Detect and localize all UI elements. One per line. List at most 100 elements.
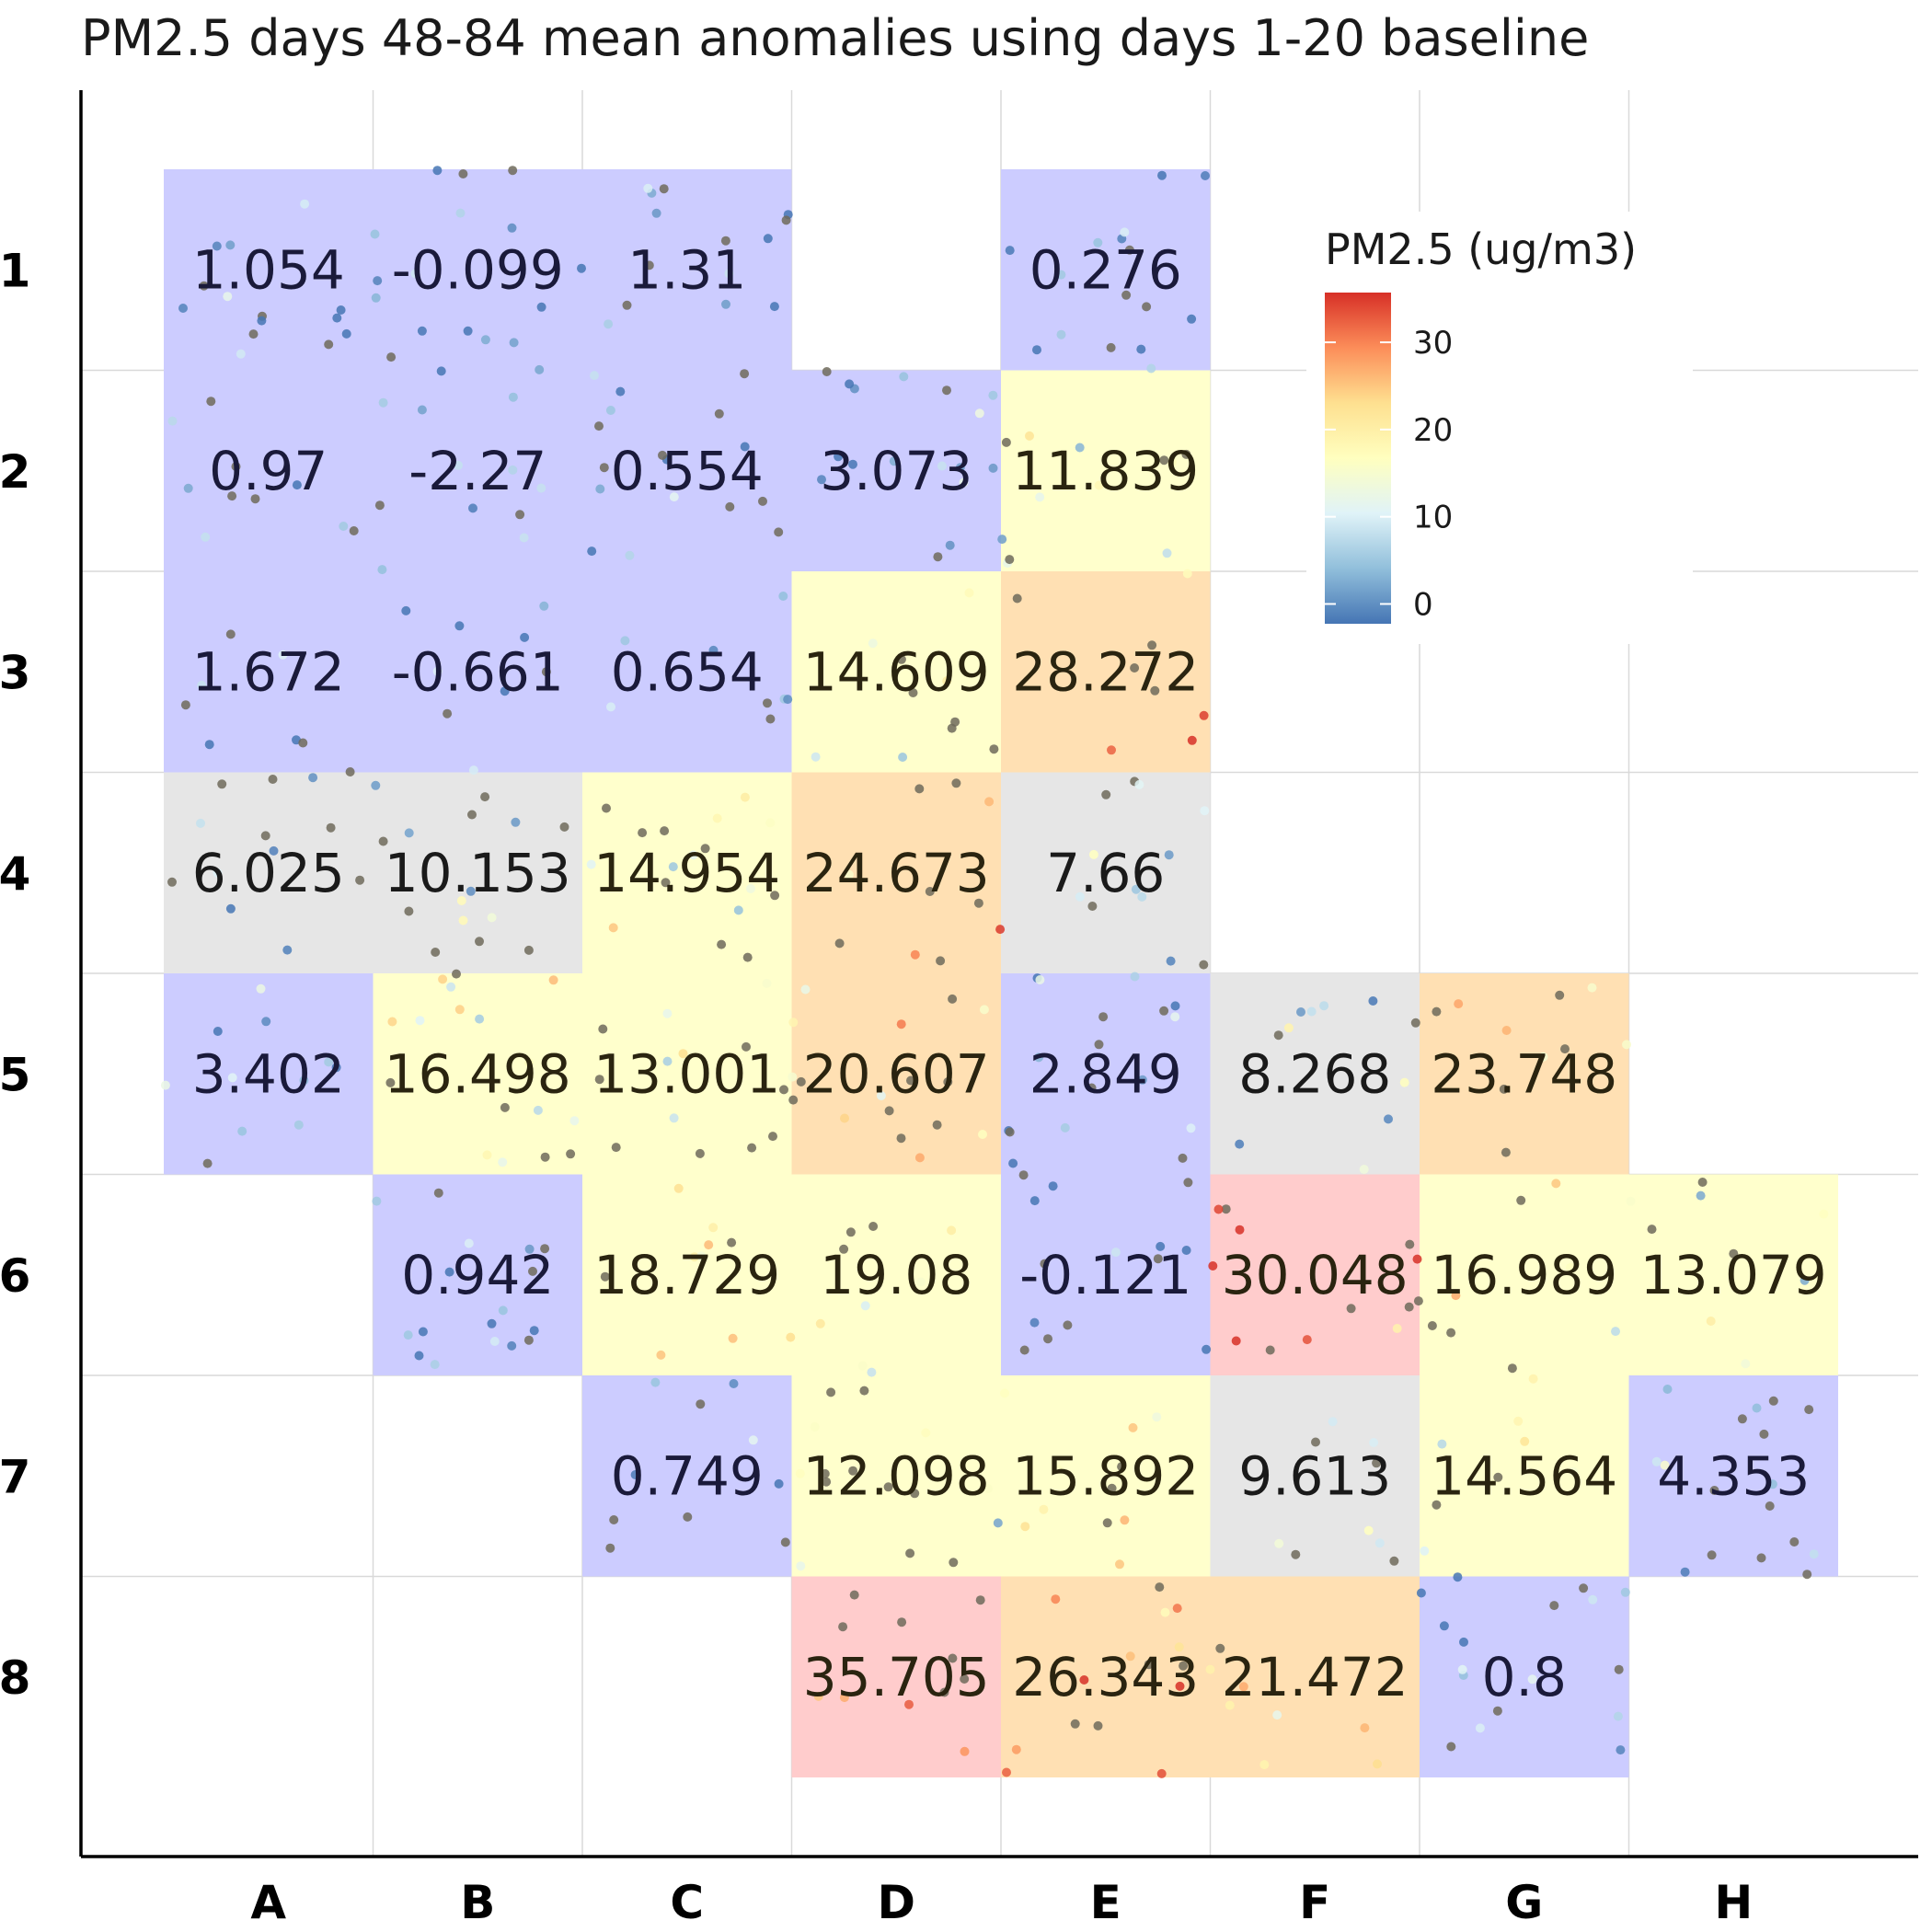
scatter-point (432, 666, 443, 676)
scatter-point (1819, 1209, 1829, 1219)
scatter-point (1043, 1334, 1052, 1344)
scatter-point (1520, 1436, 1530, 1446)
scatter-point (1759, 1429, 1769, 1439)
scatter-point (480, 335, 490, 345)
scatter-point (456, 896, 466, 905)
scatter-point (1613, 1711, 1623, 1721)
scatter-point (508, 465, 518, 475)
scatter-point (947, 1225, 957, 1236)
scatter-point (988, 463, 998, 473)
cell-value-label: 15.892 (1012, 1444, 1199, 1507)
scatter-point (548, 975, 558, 985)
scatter-point (839, 1244, 849, 1254)
scatter-point (213, 868, 223, 878)
scatter-point (1079, 1675, 1089, 1685)
scatter-point (540, 1152, 550, 1162)
cell-value-label: 0.654 (611, 640, 764, 703)
scatter-point (604, 319, 614, 329)
scatter-point (373, 276, 383, 286)
scatter-point (569, 1116, 580, 1126)
scatter-point (724, 269, 734, 279)
scatter-point (1094, 1040, 1104, 1050)
scatter-point (1187, 314, 1197, 324)
scatter-point (324, 1057, 334, 1067)
heatmap-cell-A5 (164, 973, 374, 1175)
scatter-point (834, 452, 844, 462)
legend-title: PM2.5 (ug/m3) (1325, 224, 1637, 274)
scatter-point (1737, 1414, 1747, 1424)
heatmap-cell-E3 (1001, 571, 1211, 773)
cell-value-label: -0.121 (1019, 1244, 1191, 1306)
scatter-point (1622, 1040, 1631, 1050)
scatter-point (728, 1333, 738, 1343)
scatter-point (951, 778, 961, 788)
scatter-point (1215, 1643, 1225, 1653)
scatter-point (1680, 1567, 1690, 1577)
scatter-point (529, 1326, 539, 1336)
scatter-point (845, 379, 855, 389)
scatter-point (947, 723, 957, 733)
scatter-point (1399, 1077, 1409, 1087)
scatter-point (487, 913, 497, 923)
scatter-point (916, 1277, 926, 1287)
heatmap-cell-C1 (582, 169, 792, 371)
scatter-point (1156, 1241, 1166, 1251)
scatter-point (269, 845, 279, 856)
scatter-point (1005, 1127, 1015, 1137)
scatter-point (615, 386, 626, 397)
scatter-point (1651, 1456, 1662, 1466)
scatter-point (834, 938, 845, 949)
scatter-point (1183, 1178, 1193, 1188)
scatter-point (1569, 1466, 1579, 1477)
scatter-point (599, 463, 609, 473)
scatter-point (844, 869, 854, 880)
cell-value-label: 30.048 (1222, 1244, 1409, 1306)
scatter-point (594, 1075, 604, 1085)
scatter-point (1107, 745, 1116, 755)
scatter-point (779, 1085, 788, 1095)
scatter-point (1159, 455, 1169, 466)
scatter-point (925, 887, 935, 896)
scatter-point (509, 338, 519, 348)
scatter-point (1172, 1604, 1182, 1614)
scatter-point (1094, 480, 1104, 490)
scatter-point (500, 686, 510, 696)
scatter-point (605, 1543, 615, 1553)
scatter-point (1752, 1403, 1762, 1413)
scatter-point (1620, 1587, 1630, 1597)
scatter-point (762, 978, 772, 988)
scatter-point (433, 1188, 443, 1198)
scatter-point (1384, 1114, 1393, 1124)
cell-value-label: 0.8 (1482, 1646, 1567, 1708)
scatter-point (1170, 1001, 1180, 1011)
scatter-point (1360, 1723, 1370, 1733)
cell-value-label: 12.098 (803, 1444, 990, 1507)
scatter-point (1040, 1259, 1050, 1269)
heatmap-cell-A1 (164, 169, 374, 371)
scatter-point (765, 818, 776, 828)
scatter-point (811, 752, 821, 762)
scatter-point (1662, 1385, 1673, 1394)
legend-tick-label: 20 (1413, 412, 1453, 449)
scatter-point (1528, 1374, 1538, 1384)
scatter-point (788, 1095, 799, 1105)
scatter-point (1048, 1181, 1058, 1191)
scatter-point (1800, 1275, 1810, 1285)
scatter-point (763, 698, 772, 708)
scatter-point (774, 527, 784, 537)
cell-value-label: 14.564 (1431, 1444, 1617, 1507)
scatter-point (475, 937, 484, 947)
scatter-point (213, 1027, 223, 1036)
scatter-point (1363, 1525, 1374, 1535)
scatter-point (1413, 1296, 1423, 1306)
x-tick-label: B (460, 1876, 495, 1929)
scatter-point (984, 797, 995, 807)
scatter-point (1130, 663, 1140, 673)
scatter-point (559, 822, 569, 832)
scatter-point (463, 326, 473, 336)
scatter-point (983, 1484, 993, 1493)
scatter-point (1392, 1324, 1402, 1333)
y-tick-label: 4 (0, 847, 30, 901)
scatter-point (959, 477, 969, 488)
